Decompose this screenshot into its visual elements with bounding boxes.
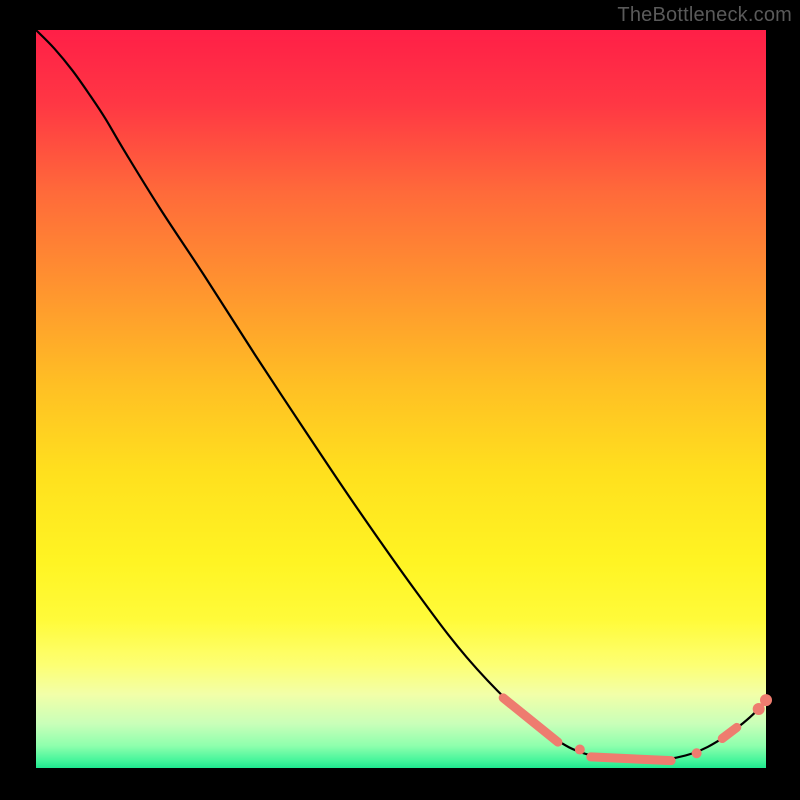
- marker-dot: [760, 694, 772, 706]
- chart-frame: TheBottleneck.com: [0, 0, 800, 800]
- marker-dot: [692, 748, 702, 758]
- marker-segment: [722, 727, 737, 738]
- marker-segment: [591, 757, 671, 761]
- chart-curve-layer: [36, 30, 766, 768]
- watermark-text: TheBottleneck.com: [617, 4, 792, 27]
- chart-plot-area: [36, 30, 766, 768]
- marker-segment: [503, 698, 558, 742]
- marker-dot: [575, 745, 585, 755]
- bottleneck-curve: [36, 30, 766, 762]
